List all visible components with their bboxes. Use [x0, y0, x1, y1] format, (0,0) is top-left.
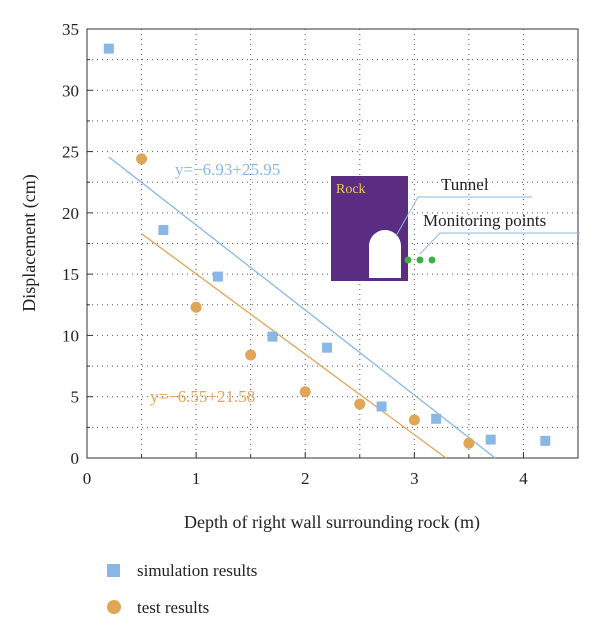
data-point-test: [245, 349, 257, 361]
data-points: [103, 43, 551, 449]
y-tick-label: 15: [62, 265, 79, 284]
y-tick-label: 30: [62, 81, 79, 100]
y-tick-label: 0: [71, 449, 80, 468]
y-tick-label: 10: [62, 326, 79, 345]
fit-label-simulation: y=−6.93+25.95: [175, 160, 280, 179]
x-tick-label: 1: [192, 469, 201, 488]
y-tick-label: 5: [71, 388, 80, 407]
y-tick-label: 20: [62, 204, 79, 223]
data-point-simulation: [540, 435, 551, 446]
legend: simulation results test results: [107, 561, 257, 617]
data-point-simulation: [103, 43, 114, 54]
x-tick-label: 2: [301, 469, 310, 488]
data-point-simulation: [322, 342, 333, 353]
data-point-simulation: [376, 401, 387, 412]
inset-monitoring-label: Monitoring points: [423, 211, 546, 230]
data-point-test: [354, 398, 366, 410]
fit-lines: [108, 156, 496, 459]
data-point-test: [463, 437, 475, 449]
fit-label-test: y=−6.55+21.58: [150, 387, 255, 406]
data-point-simulation: [485, 434, 496, 445]
y-tick-label: 35: [62, 20, 79, 39]
fit-line: [108, 156, 496, 459]
x-axis-label: Depth of right wall surrounding rock (m): [184, 512, 480, 533]
x-tick-label: 0: [83, 469, 92, 488]
fit-line: [141, 233, 447, 459]
monitoring-leader-line: [419, 232, 580, 255]
data-point-test: [136, 153, 148, 165]
legend-label-test: test results: [137, 598, 209, 617]
inset-tunnel-label: Tunnel: [441, 175, 489, 194]
ticks: 0 1 2 3 4 0 5 10 15 20 25 30 35: [62, 20, 528, 488]
x-tick-label: 4: [519, 469, 528, 488]
monitoring-point: [428, 256, 436, 264]
data-point-simulation: [158, 225, 169, 236]
inset-diagram: Rock Tunnel Monitoring points: [331, 175, 580, 281]
monitoring-point: [404, 256, 412, 264]
x-tick-label: 3: [410, 469, 419, 488]
tunnel-shape: [369, 230, 401, 278]
data-point-test: [190, 301, 202, 313]
y-axis-label: Displacement (cm): [19, 174, 40, 311]
monitoring-point: [416, 256, 424, 264]
data-point-simulation: [267, 331, 278, 342]
legend-label-simulation: simulation results: [137, 561, 257, 580]
legend-marker-test: [107, 600, 121, 614]
legend-marker-simulation: [107, 564, 120, 577]
y-tick-label: 25: [62, 143, 79, 162]
tunnel-leader-line: [395, 196, 532, 237]
data-point-test: [299, 386, 311, 398]
data-point-simulation: [431, 413, 442, 424]
data-point-simulation: [212, 271, 223, 282]
data-point-test: [408, 414, 420, 426]
inset-rock-label: Rock: [336, 182, 366, 197]
